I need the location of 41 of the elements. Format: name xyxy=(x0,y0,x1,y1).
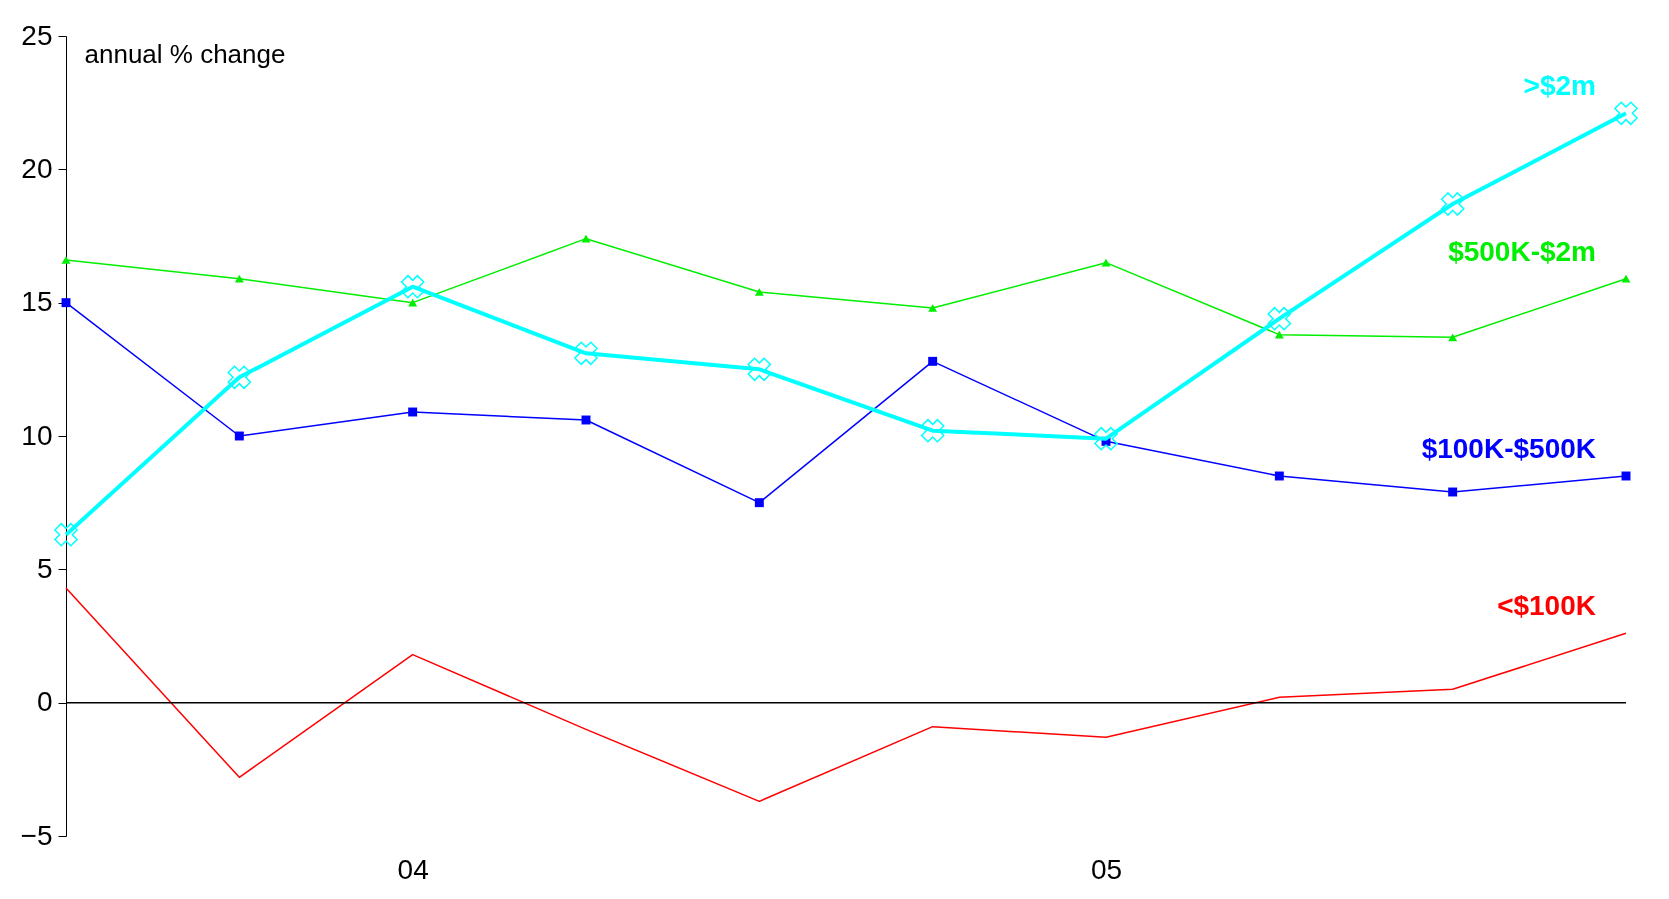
series-label: $100K-$500K xyxy=(1421,433,1596,464)
x-tick-label: 04 xyxy=(397,853,429,885)
point xyxy=(574,341,598,366)
point xyxy=(928,304,938,312)
point xyxy=(1274,330,1284,339)
point xyxy=(1101,258,1111,267)
point xyxy=(928,356,938,366)
point xyxy=(1440,192,1465,216)
y-tick-label: 5 xyxy=(36,552,53,584)
y-tick-label: 15 xyxy=(21,286,53,318)
point xyxy=(1621,274,1631,283)
point xyxy=(400,274,425,299)
y-tick-label: 0 xyxy=(36,686,53,718)
y-tick-label: 25 xyxy=(21,19,53,51)
y-axis-title: annual % change xyxy=(84,38,286,69)
y-tick-label: 10 xyxy=(21,419,53,451)
point xyxy=(1267,306,1292,331)
point xyxy=(408,298,418,307)
x-tick-label: 05 xyxy=(1090,853,1123,885)
point xyxy=(920,418,945,443)
point xyxy=(227,365,252,390)
series-label: >$2m xyxy=(1523,70,1596,102)
point xyxy=(1094,426,1118,451)
point xyxy=(1448,333,1458,342)
point xyxy=(408,407,418,417)
point xyxy=(234,274,244,283)
point xyxy=(1614,101,1638,126)
series-label: $500K-$2m xyxy=(1448,235,1596,267)
y-tick-label: −5 xyxy=(20,819,53,851)
point xyxy=(581,234,591,243)
point xyxy=(234,431,244,441)
series-label: <$100K xyxy=(1497,590,1596,622)
point xyxy=(747,357,772,382)
point xyxy=(54,522,78,547)
point xyxy=(61,256,71,264)
point xyxy=(1448,487,1458,497)
point xyxy=(754,498,764,508)
y-tick-label: 20 xyxy=(21,152,53,184)
point xyxy=(1274,471,1284,481)
point xyxy=(754,288,764,296)
point xyxy=(61,298,71,308)
